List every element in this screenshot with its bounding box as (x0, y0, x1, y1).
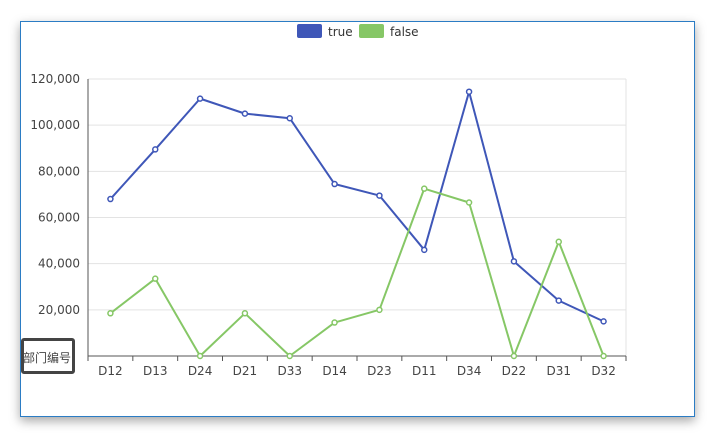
data-point-true (600, 318, 607, 325)
data-point-false (152, 275, 159, 282)
data-point-true (107, 195, 114, 203)
y-tick-label: 100,000 (30, 118, 80, 132)
y-axis-ticks: 20,000 40,000 60,000 80,000 100,000 120,000 (30, 72, 80, 317)
legend-swatch-true (297, 24, 322, 38)
data-point-true (331, 180, 338, 188)
x-axis-ticks: D12 D13 D24 D21 D33 D14 D23 D11 D34 D22 D31 D32 (87, 356, 627, 378)
series-line-true (109, 90, 605, 323)
grid-lines (88, 78, 627, 356)
data-point-false (465, 199, 473, 206)
data-point-false (510, 352, 518, 360)
legend-label-false: false (390, 25, 419, 39)
data-point-false (555, 238, 562, 245)
series-line-false (109, 187, 605, 357)
legend-swatch-false (359, 24, 384, 38)
chart-window (20, 21, 695, 417)
legend: true false (297, 24, 419, 39)
y-tick-label: 40,000 (38, 257, 80, 271)
x-tick-label: D32 (591, 364, 616, 378)
data-point-false (196, 352, 204, 360)
data-point-false (331, 319, 338, 326)
series-group (107, 88, 607, 360)
data-point-false (286, 352, 293, 360)
y-tick-label: 20,000 (38, 303, 80, 317)
x-tick-label: D22 (502, 364, 527, 378)
x-tick-label: D12 (98, 364, 123, 378)
x-tick-label: D21 (233, 364, 258, 378)
data-point-true (286, 114, 293, 122)
data-point-true (196, 95, 204, 102)
data-point-false (241, 310, 249, 317)
x-tick-label: D14 (322, 364, 347, 378)
data-point-true (510, 258, 518, 265)
x-tick-label: D24 (188, 364, 213, 378)
data-point-true (241, 110, 249, 117)
data-point-true (376, 192, 383, 199)
data-point-true (465, 88, 473, 95)
data-point-true (421, 246, 428, 254)
data-point-false (376, 306, 383, 314)
data-point-false (421, 185, 428, 192)
data-point-false (600, 352, 607, 360)
y-tick-label: 80,000 (38, 164, 80, 178)
x-axis-name: 部门编号( (23, 351, 71, 365)
x-tick-label: D33 (277, 364, 302, 378)
x-tick-label: D31 (546, 364, 571, 378)
x-tick-label: D23 (367, 364, 392, 378)
data-point-true (152, 146, 159, 153)
selection-highlight-box (21, 338, 75, 374)
legend-label-true: true (328, 25, 353, 39)
x-tick-label: D13 (143, 364, 168, 378)
data-point-false (107, 310, 114, 317)
x-tick-label: D11 (412, 364, 437, 378)
y-tick-label: 60,000 (38, 211, 80, 225)
x-tick-label: D34 (457, 364, 482, 378)
y-tick-label: 120,000 (30, 72, 80, 86)
data-point-true (555, 297, 562, 304)
